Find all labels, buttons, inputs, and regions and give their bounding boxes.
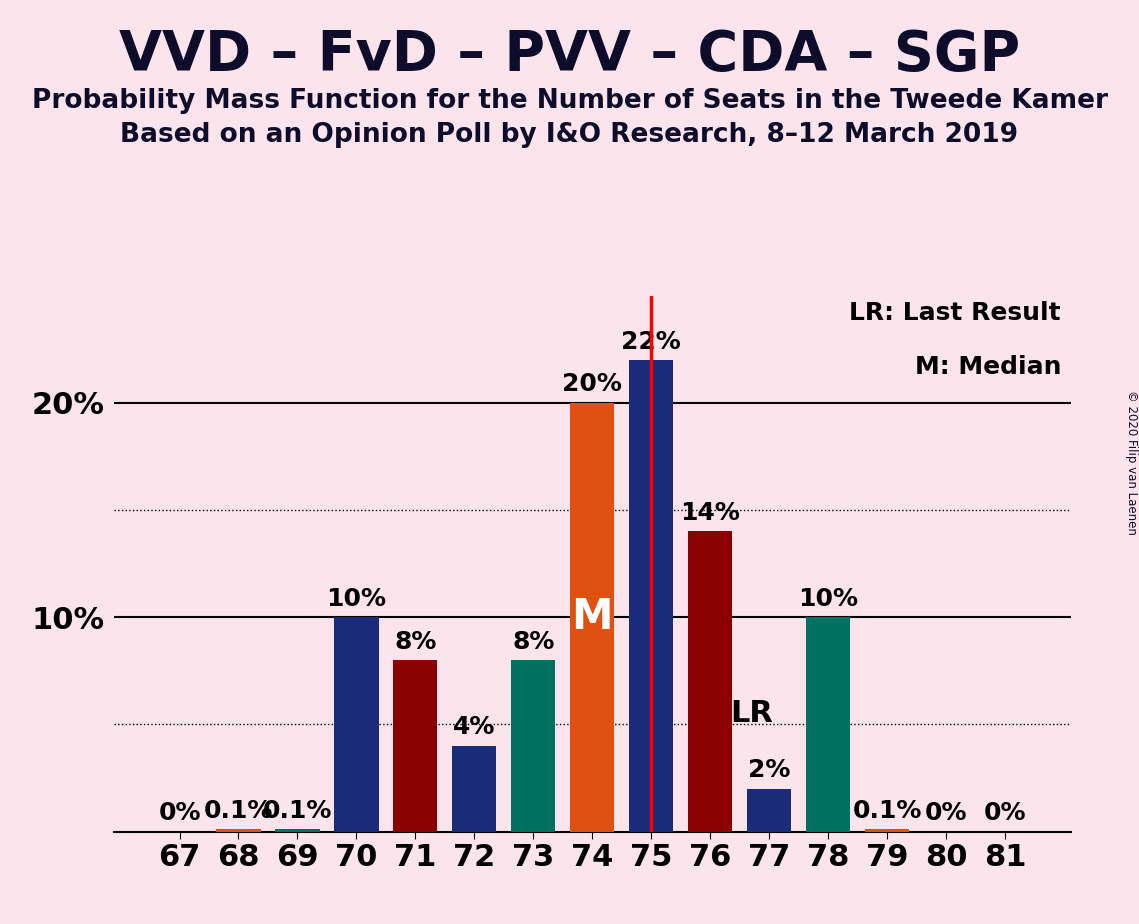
Text: M: M — [572, 596, 613, 638]
Bar — [629, 360, 673, 832]
Bar — [688, 531, 732, 832]
Bar — [393, 660, 437, 832]
Text: Probability Mass Function for the Number of Seats in the Tweede Kamer: Probability Mass Function for the Number… — [32, 88, 1107, 114]
Bar — [216, 830, 261, 832]
Text: 8%: 8% — [394, 629, 436, 653]
Text: 2%: 2% — [748, 759, 790, 783]
Text: VVD – FvD – PVV – CDA – SGP: VVD – FvD – PVV – CDA – SGP — [118, 28, 1021, 81]
Text: © 2020 Filip van Laenen: © 2020 Filip van Laenen — [1124, 390, 1138, 534]
Text: 10%: 10% — [327, 587, 386, 611]
Bar — [806, 617, 851, 832]
Text: M: Median: M: Median — [915, 355, 1062, 379]
Bar — [452, 746, 497, 832]
Text: 0.1%: 0.1% — [204, 799, 273, 823]
Text: 0.1%: 0.1% — [852, 799, 921, 823]
Text: 0%: 0% — [925, 801, 967, 825]
Text: 8%: 8% — [513, 629, 555, 653]
Bar — [865, 830, 909, 832]
Text: Based on an Opinion Poll by I&O Research, 8–12 March 2019: Based on an Opinion Poll by I&O Research… — [121, 122, 1018, 148]
Bar — [276, 830, 320, 832]
Text: 14%: 14% — [680, 501, 740, 525]
Bar — [511, 660, 556, 832]
Text: 0%: 0% — [984, 801, 1026, 825]
Text: 0.1%: 0.1% — [263, 799, 333, 823]
Text: LR: Last Result: LR: Last Result — [850, 301, 1062, 325]
Text: 20%: 20% — [563, 372, 622, 396]
Text: 22%: 22% — [622, 330, 681, 354]
Text: LR: LR — [730, 699, 773, 728]
Bar — [571, 403, 614, 832]
Text: 0%: 0% — [158, 801, 200, 825]
Bar — [334, 617, 378, 832]
Bar — [747, 789, 792, 832]
Text: 10%: 10% — [798, 587, 858, 611]
Text: 4%: 4% — [453, 715, 495, 739]
